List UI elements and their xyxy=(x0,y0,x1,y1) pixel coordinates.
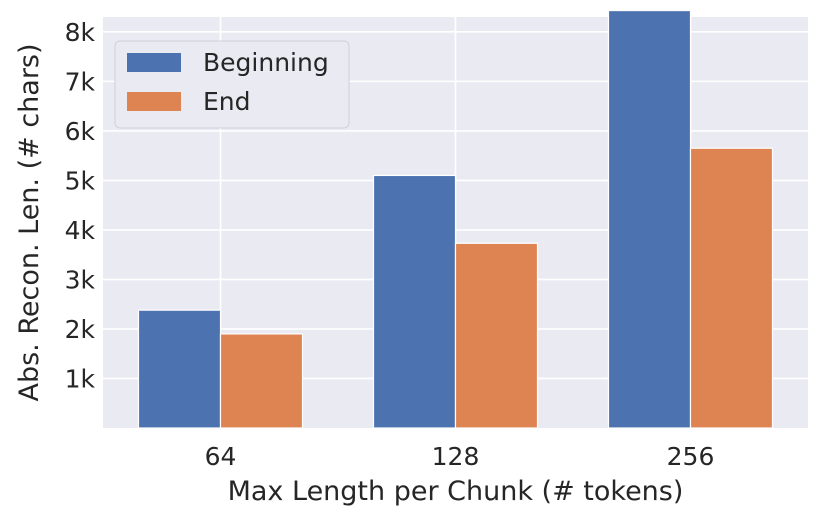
bars xyxy=(137,9,774,429)
legend: Beginning End xyxy=(114,40,350,129)
bar-end-64 xyxy=(219,333,304,429)
y-tick-label: 2k xyxy=(65,315,96,344)
y-axis-label: Abs. Recon. Len. (# chars) xyxy=(14,43,45,401)
y-tick-label: 4k xyxy=(65,216,96,245)
y-tick-labels: 1k 2k 3k 4k 5k 6k 7k 8k xyxy=(65,18,96,394)
y-tick-label: 7k xyxy=(65,67,96,96)
legend-label-end: End xyxy=(203,87,251,116)
x-tick-labels: 64 128 256 xyxy=(205,442,715,471)
legend-swatch-beginning xyxy=(127,53,181,72)
y-tick-label: 8k xyxy=(65,18,96,47)
x-axis-label: Max Length per Chunk (# tokens) xyxy=(228,476,684,507)
legend-label-beginning: Beginning xyxy=(203,48,329,77)
y-tick-label: 1k xyxy=(65,364,96,393)
legend-swatch-end xyxy=(127,92,181,111)
bar-end-256 xyxy=(689,147,774,429)
y-tick-label: 3k xyxy=(65,265,96,294)
y-tick-label: 5k xyxy=(65,166,96,195)
x-tick-label: 128 xyxy=(432,442,480,471)
bar-beginning-64 xyxy=(137,309,222,429)
bar-beginning-128 xyxy=(372,174,457,429)
y-tick-label: 6k xyxy=(65,117,96,146)
x-tick-label: 64 xyxy=(205,442,237,471)
bar-beginning-256 xyxy=(607,9,692,429)
x-tick-label: 256 xyxy=(667,442,715,471)
bar-end-128 xyxy=(454,242,539,429)
